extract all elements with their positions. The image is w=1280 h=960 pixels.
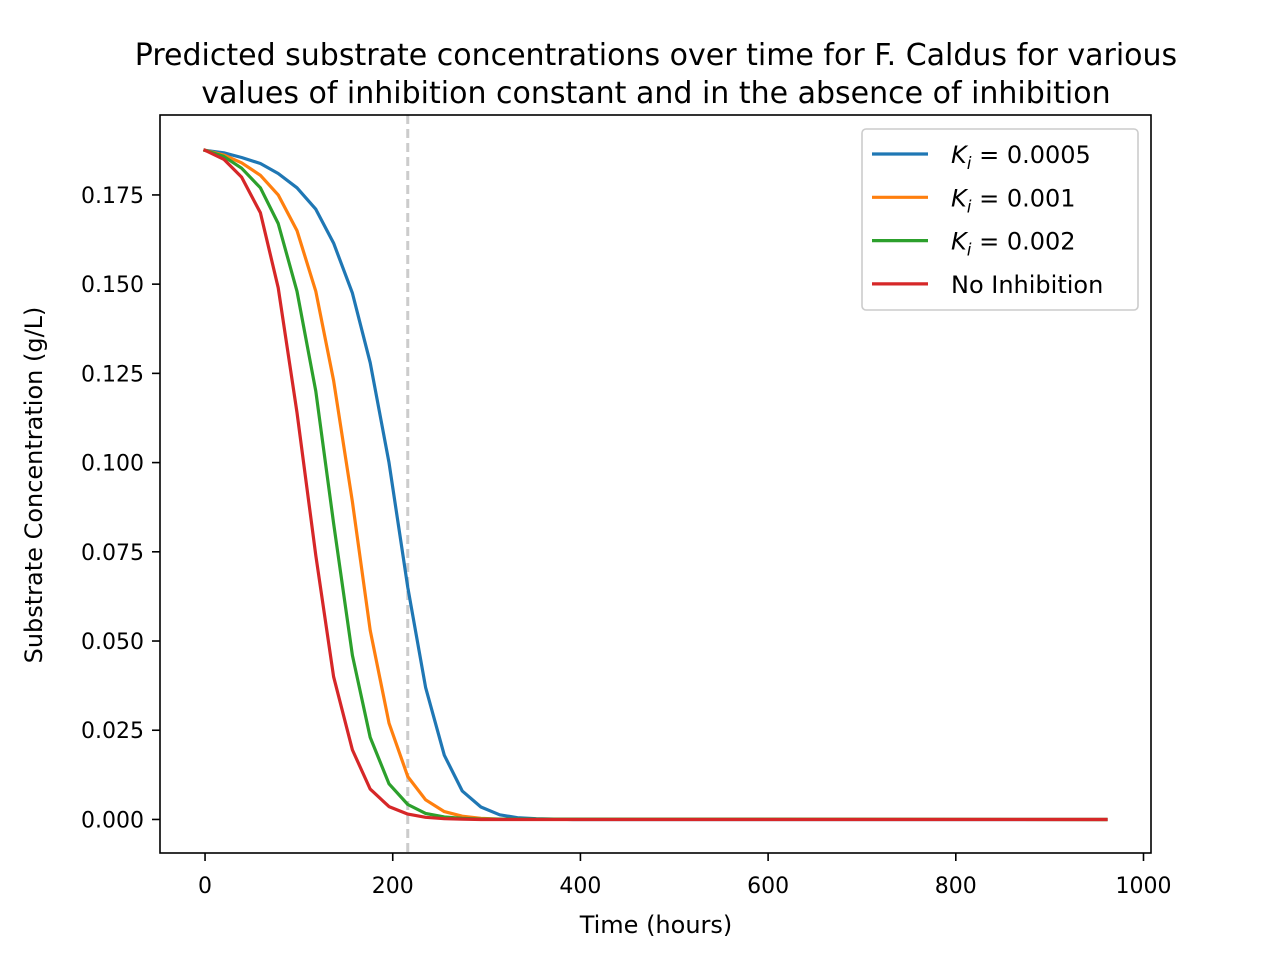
y-tick-label-5: 0.125	[81, 362, 144, 387]
plot-layer	[202, 115, 1108, 853]
y-tick-label-3: 0.075	[81, 541, 144, 566]
legend-label-0: Ki = 0.0005	[951, 141, 1091, 174]
y-tick-label-1: 0.025	[81, 719, 144, 744]
series-line-3	[202, 148, 1108, 822]
x-tick-label-0: 0	[198, 874, 212, 899]
chart-title-line-2: values of inhibition constant and in the…	[201, 76, 1110, 111]
y-axis-label: Substrate Concentration (g/L)	[20, 307, 48, 664]
series-line-1	[203, 148, 1108, 822]
legend-box	[861, 128, 1139, 311]
legend-label-3: No Inhibition	[951, 271, 1103, 299]
x-tick-label-2: 400	[559, 874, 601, 899]
legend-label-2: Ki = 0.002	[951, 228, 1076, 261]
x-tick-label-4: 800	[935, 874, 977, 899]
x-tick-label-3: 600	[747, 874, 789, 899]
x-tick-label-5: 1000	[1115, 874, 1171, 899]
y-tick-label-6: 0.150	[81, 273, 144, 298]
x-axis-label: Time (hours)	[579, 911, 733, 939]
legend-label-1: Ki = 0.001	[951, 184, 1076, 217]
y-tick-label-4: 0.100	[81, 452, 144, 477]
y-tick-label-0: 0.000	[81, 808, 144, 833]
y-tick-label-7: 0.175	[81, 184, 144, 209]
plot-frame	[159, 114, 1152, 854]
x-tick-label-1: 200	[372, 874, 414, 899]
y-tick-label-2: 0.050	[81, 630, 144, 655]
legend: Ki = 0.0005 Ki = 0.001 Ki = 0.002 No Inhibi…	[861, 128, 1139, 311]
axes-layer: 0 200 400 600 800 1000 0.000 0.025 0.050 0.075 0.1…	[81, 114, 1171, 899]
chart-title-line-1: Predicted substrate concentrations over …	[135, 38, 1177, 73]
